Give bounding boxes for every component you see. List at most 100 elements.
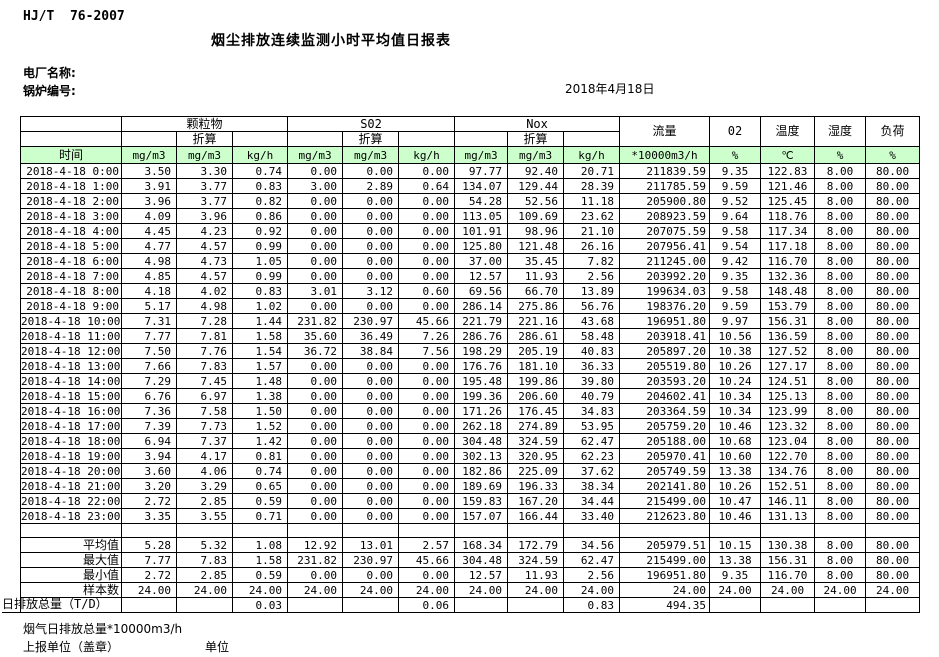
value-cell: 7.66 (121, 358, 177, 374)
reporting-unit-label: 上报单位（盖章） (23, 640, 120, 654)
value-cell: 1.57 (231, 358, 289, 374)
value-cell: 125.80 (454, 238, 509, 254)
value-cell: 0.00 (398, 298, 456, 314)
value-cell: 198.29 (454, 343, 509, 359)
value-cell: 36.49 (342, 328, 400, 344)
value-cell: 1.38 (231, 388, 289, 404)
unit-cell: kg/h (563, 146, 621, 164)
value-cell: 6.76 (121, 388, 177, 404)
value-cell: 121.48 (507, 238, 565, 254)
value-cell: 176.76 (454, 358, 509, 374)
time-cell: 2018-4-18 5:00 (20, 238, 122, 254)
value-cell: 0.00 (342, 433, 400, 449)
unit-cell: *10000m3/h (619, 146, 711, 164)
value-cell: 0.00 (287, 163, 344, 179)
monitoring-table-wrapper: 颗粒物 S02 Nox 流量 02 温度 湿度 负荷 折算 折算 (2, 116, 921, 613)
value-cell: 1.52 (231, 418, 289, 434)
unit-cell: mg/m3 (121, 146, 177, 164)
time-cell: 2018-4-18 19:00 (20, 448, 122, 464)
value-cell: 8.00 (814, 537, 867, 553)
value-cell: 0.00 (398, 193, 456, 209)
value-cell: 7.81 (176, 328, 233, 344)
value-cell: 0.00 (287, 208, 344, 224)
value-cell (342, 597, 400, 613)
value-cell: 21.10 (563, 223, 621, 239)
table-row: 2018-4-18 18:00 6.94 7.37 1.42 0.00 0.00 0.00 3… (20, 433, 921, 449)
value-cell: 9.64 (709, 208, 762, 224)
unit-cell: kg/h (398, 146, 456, 164)
time-cell: 2018-4-18 22:00 (20, 493, 122, 509)
table-row: 日排放总量（T/D） 0.03 0.06 0.83 494.35 (2, 597, 921, 613)
value-cell: 45.66 (398, 552, 456, 568)
value-cell: 7.83 (176, 358, 233, 374)
time-cell: 2018-4-18 3:00 (20, 208, 122, 224)
value-cell: 203593.20 (619, 373, 711, 389)
value-cell: 10.34 (709, 388, 762, 404)
value-cell: 80.00 (865, 223, 921, 239)
value-cell: 35.45 (507, 253, 565, 269)
header-row-converted: 折算 折算 折算 (20, 131, 920, 147)
value-cell: 0.00 (342, 463, 400, 479)
time-cell: 2018-4-18 11:00 (20, 328, 122, 344)
table-row: 2018-4-18 2:00 3.96 3.77 0.82 0.00 0.00 0.00 54… (20, 193, 921, 209)
header-row-units: 时间 mg/m3 mg/m3 kg/h mg/m3 mg/m3 kg/h mg/… (20, 146, 921, 164)
value-cell: 7.45 (176, 373, 233, 389)
value-cell: 20.71 (563, 163, 621, 179)
value-cell: 0.00 (342, 268, 400, 284)
value-cell: 24.00 (814, 582, 867, 598)
value-cell: 62.47 (563, 552, 621, 568)
value-cell: 0.00 (398, 358, 456, 374)
value-cell: 0.00 (398, 493, 456, 509)
value-cell: 7.26 (398, 328, 456, 344)
value-cell (454, 597, 509, 613)
value-cell: 1.54 (231, 343, 289, 359)
time-cell: 2018-4-18 18:00 (20, 433, 122, 449)
value-cell (709, 597, 762, 613)
blank-cell (563, 131, 621, 147)
value-cell: 131.13 (760, 508, 816, 524)
value-cell: 134.07 (454, 178, 509, 194)
value-cell: 80.00 (865, 403, 921, 419)
value-cell: 0.00 (342, 493, 400, 509)
value-cell: 125.45 (760, 193, 816, 209)
value-cell: 0.00 (398, 418, 456, 434)
value-cell: 0.99 (231, 268, 289, 284)
table-row: 平均值 5.28 5.32 1.08 12.92 13.01 2.57 168.34 172.7… (20, 537, 921, 553)
table-row: 2018-4-18 13:00 7.66 7.83 1.57 0.00 0.00 0.00 1… (20, 358, 921, 374)
blank-cell (814, 523, 867, 538)
value-cell: 38.84 (342, 343, 400, 359)
value-cell: 3.77 (176, 193, 233, 209)
value-cell: 66.70 (507, 283, 565, 299)
blank-cell (176, 523, 233, 538)
value-cell: 8.00 (814, 373, 867, 389)
report-date: 2018年4月18日 (565, 82, 655, 96)
value-cell: 0.92 (231, 223, 289, 239)
blank-cell (760, 523, 816, 538)
blank-cell (507, 523, 565, 538)
value-cell (865, 597, 921, 613)
summary-label: 平均值 (20, 537, 122, 553)
value-cell: 221.16 (507, 313, 565, 329)
value-cell: 92.40 (507, 163, 565, 179)
time-cell: 2018-4-18 2:00 (20, 193, 122, 209)
value-cell: 1.50 (231, 403, 289, 419)
value-cell: 0.00 (342, 298, 400, 314)
value-cell: 9.52 (709, 193, 762, 209)
value-cell: 8.00 (814, 298, 867, 314)
value-cell: 320.95 (507, 448, 565, 464)
value-cell: 8.00 (814, 343, 867, 359)
value-cell: 8.00 (814, 493, 867, 509)
value-cell: 24.00 (121, 582, 177, 598)
value-cell: 0.00 (287, 478, 344, 494)
value-cell: 7.50 (121, 343, 177, 359)
table-row: 最大值 7.77 7.83 1.58 231.82 230.97 45.66 304.48 32… (20, 552, 921, 568)
value-cell: 0.00 (398, 373, 456, 389)
value-cell: 127.17 (760, 358, 816, 374)
value-cell: 1.02 (231, 298, 289, 314)
value-cell: 40.83 (563, 343, 621, 359)
value-cell: 230.97 (342, 313, 400, 329)
value-cell: 203364.59 (619, 403, 711, 419)
time-cell: 2018-4-18 17:00 (20, 418, 122, 434)
value-cell: 148.48 (760, 283, 816, 299)
value-cell: 0.00 (398, 388, 456, 404)
